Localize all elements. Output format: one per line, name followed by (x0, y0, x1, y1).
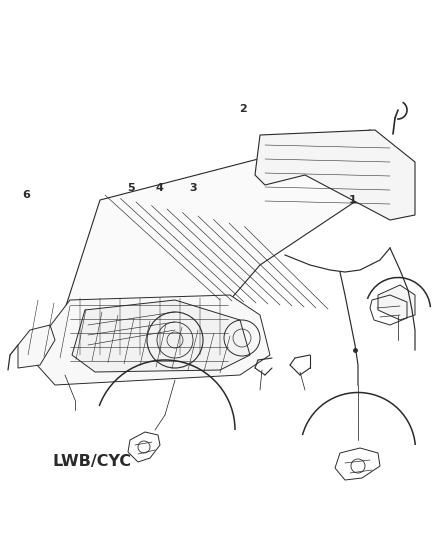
Text: 2: 2 (239, 104, 247, 114)
Polygon shape (55, 130, 410, 380)
Text: 3: 3 (189, 183, 197, 192)
Polygon shape (255, 130, 415, 220)
Text: 4: 4 (156, 183, 164, 192)
Polygon shape (18, 325, 55, 368)
Text: 1: 1 (349, 195, 357, 205)
Text: 6: 6 (22, 190, 30, 199)
Polygon shape (378, 285, 415, 320)
Text: LWB/CYC: LWB/CYC (53, 454, 132, 469)
Polygon shape (28, 295, 270, 385)
Text: 5: 5 (127, 183, 135, 192)
Polygon shape (72, 300, 250, 372)
